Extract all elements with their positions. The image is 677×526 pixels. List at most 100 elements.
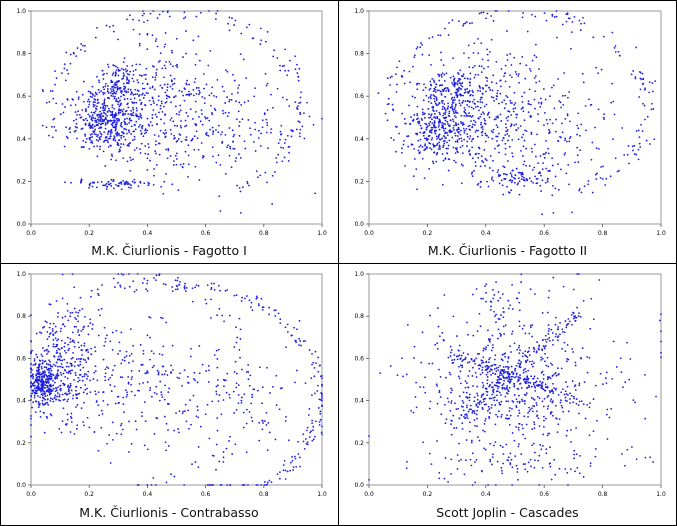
- data-point: [484, 365, 487, 368]
- data-point: [242, 58, 245, 61]
- data-point: [575, 427, 577, 429]
- data-point: [510, 365, 513, 368]
- y-tick-label: 0.6: [16, 93, 26, 100]
- data-point: [498, 385, 500, 388]
- data-point: [171, 88, 174, 90]
- data-point: [171, 290, 174, 293]
- data-point: [115, 127, 117, 129]
- data-point: [545, 452, 548, 455]
- data-point: [47, 344, 50, 347]
- data-point: [47, 382, 50, 384]
- data-point: [118, 80, 121, 82]
- data-point: [77, 329, 80, 331]
- data-point: [91, 127, 94, 129]
- data-point: [264, 171, 267, 174]
- data-point: [150, 483, 153, 486]
- data-point: [462, 409, 465, 412]
- data-point: [152, 476, 155, 479]
- data-point: [457, 375, 460, 378]
- data-point: [104, 379, 107, 382]
- data-point: [139, 129, 142, 132]
- data-point: [127, 143, 130, 146]
- data-point: [170, 364, 172, 367]
- data-point: [303, 448, 306, 450]
- data-point: [525, 177, 528, 180]
- data-point: [446, 131, 448, 134]
- data-point: [266, 121, 269, 124]
- data-point: [130, 370, 133, 372]
- data-point: [591, 141, 594, 144]
- data-point: [421, 43, 423, 46]
- data-point: [157, 99, 160, 102]
- data-point: [493, 294, 496, 296]
- data-point: [266, 366, 268, 369]
- data-point: [515, 406, 518, 409]
- data-point: [485, 17, 487, 20]
- data-point: [548, 128, 550, 131]
- data-point: [110, 390, 113, 392]
- data-point: [430, 131, 433, 134]
- data-point: [63, 325, 66, 328]
- data-point: [477, 117, 480, 120]
- data-point: [544, 153, 546, 155]
- data-point: [552, 84, 555, 87]
- data-point: [120, 143, 123, 145]
- data-point: [291, 456, 293, 458]
- data-point: [79, 360, 82, 363]
- data-point: [234, 443, 237, 446]
- data-point: [62, 407, 65, 410]
- data-point: [169, 85, 172, 88]
- data-point: [485, 84, 488, 87]
- data-point: [79, 386, 82, 389]
- data-point: [476, 100, 479, 103]
- data-point: [126, 76, 128, 79]
- data-point: [69, 337, 72, 340]
- data-point: [146, 129, 149, 132]
- data-point: [247, 484, 249, 486]
- data-point: [516, 400, 519, 403]
- data-point: [246, 295, 248, 297]
- data-point: [143, 94, 146, 97]
- data-point: [33, 396, 36, 399]
- data-point: [471, 22, 473, 24]
- data-point: [257, 129, 260, 132]
- data-point: [452, 118, 454, 121]
- data-point: [216, 10, 219, 12]
- data-point: [168, 61, 171, 63]
- data-point: [51, 379, 54, 382]
- data-point: [293, 455, 296, 458]
- data-point: [459, 382, 462, 385]
- data-point: [114, 95, 116, 98]
- data-point: [198, 372, 201, 375]
- data-point: [241, 368, 243, 371]
- data-point: [522, 352, 524, 355]
- data-point: [259, 174, 262, 177]
- data-point: [513, 439, 516, 442]
- data-point: [62, 111, 65, 114]
- data-point: [493, 444, 495, 447]
- data-point: [480, 297, 483, 300]
- y-tick-label: 0.8: [16, 313, 26, 320]
- data-point: [510, 76, 513, 79]
- data-point: [408, 104, 410, 107]
- data-point: [643, 88, 646, 91]
- data-point: [565, 172, 568, 175]
- data-point: [181, 412, 184, 415]
- data-point: [603, 113, 605, 116]
- data-point: [137, 118, 140, 120]
- data-point: [50, 125, 53, 128]
- data-point: [548, 462, 551, 465]
- data-point: [518, 359, 521, 362]
- data-point: [252, 388, 255, 391]
- data-point: [466, 397, 469, 400]
- data-point: [130, 378, 133, 381]
- data-point: [152, 184, 155, 186]
- data-point: [132, 73, 135, 76]
- data-point: [515, 373, 518, 376]
- data-point: [156, 417, 159, 419]
- data-point: [311, 363, 313, 366]
- data-point: [257, 176, 259, 179]
- data-point: [484, 348, 487, 351]
- data-point: [175, 152, 178, 155]
- data-point: [76, 137, 78, 140]
